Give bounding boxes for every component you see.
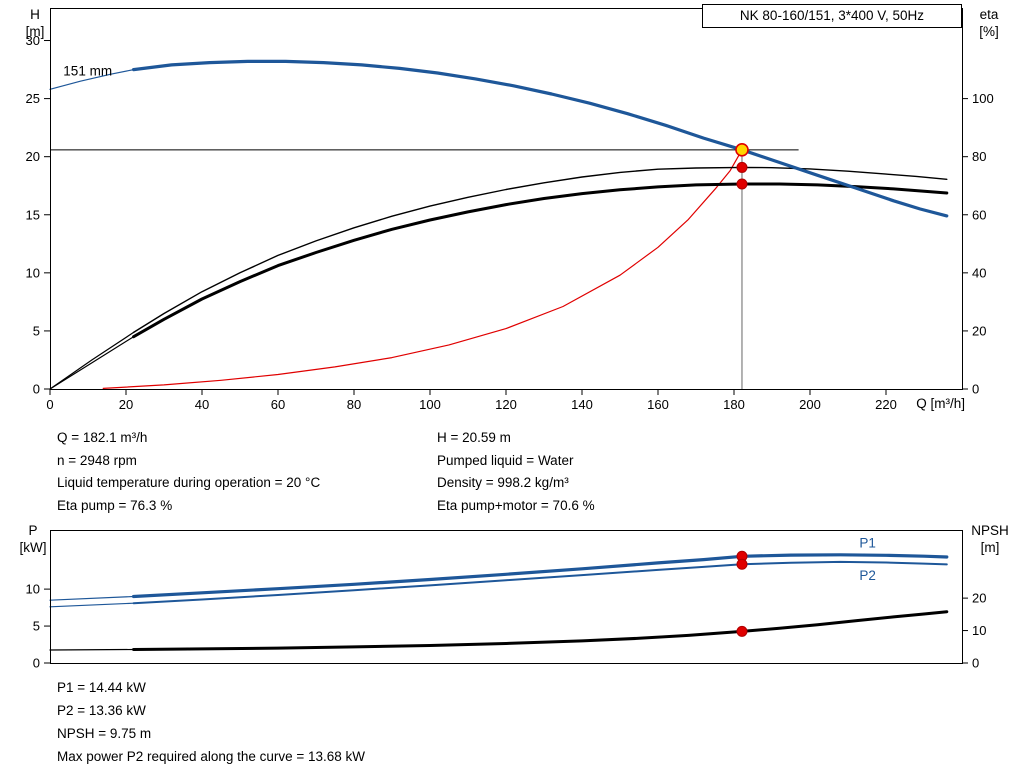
head-curve-lead [49, 68, 135, 90]
x-tick-label: 140 [571, 397, 593, 412]
npsh-axis-label: NPSH [m] [962, 522, 1018, 556]
y-left-tick-label: 25 [26, 91, 40, 106]
duty-info-right: H = 20.59 m Pumped liquid = Water Densit… [437, 427, 595, 517]
y-left-tick-label: 5 [33, 323, 40, 338]
x-tick-label: 60 [271, 397, 285, 412]
result-npsh: NPSH = 9.75 m [57, 726, 152, 741]
info-liquid-temperature: Liquid temperature during operation = 20… [57, 475, 321, 491]
p1-curve [132, 553, 949, 599]
info-density: Density = 998.2 kg/m³ [437, 475, 569, 491]
y-left-tick-label: 0 [33, 656, 40, 671]
results-block: P1 = 14.44 kW P2 = 13.36 kW NPSH = 9.75 … [57, 676, 365, 768]
eta-axis-label-symbol: eta [979, 7, 999, 22]
p2-curve-label: P2 [859, 568, 876, 583]
x-tick-label: 40 [195, 397, 209, 412]
info-eta-pump: Eta pump = 76.3 % [57, 497, 173, 513]
y-right-tick-label: 0 [972, 382, 979, 397]
p2-point [736, 558, 748, 570]
y-right-tick-label: 20 [972, 591, 986, 606]
p-axis-label-symbol: P [28, 523, 38, 538]
impeller-size-label: 151 mm [63, 63, 112, 78]
info-flow: Q = 182.1 m³/h [57, 430, 148, 445]
y-right-tick-label: 0 [972, 656, 979, 671]
eta-pump-point [736, 161, 748, 173]
pump-title-box: NK 80-160/151, 3*400 V, 50Hz [702, 4, 962, 28]
npsh-curve-lead [49, 648, 135, 651]
eta-pump-motor-curve [132, 182, 949, 339]
y-left-tick-label: 30 [26, 33, 40, 48]
p1-curve-label: P1 [859, 536, 876, 551]
info-speed: n = 2948 rpm [57, 452, 137, 468]
npsh-axis-label-unit: [m] [980, 540, 1000, 555]
eta-axis-label: eta [%] [968, 6, 1010, 40]
y-right-tick-label: 40 [972, 265, 986, 280]
npsh-curve [132, 610, 949, 651]
x-tick-label: 200 [799, 397, 821, 412]
h-axis-label-symbol: H [30, 7, 40, 22]
p2-curve-lead [49, 602, 135, 608]
duty-point [735, 143, 749, 157]
plot-frame [50, 530, 963, 664]
p-axis-label-unit: [kW] [19, 540, 47, 555]
eta-pump-motor-point [736, 178, 748, 190]
q-axis-label: Q [m³/h] [916, 396, 965, 411]
y-right-tick-label: 10 [972, 623, 986, 638]
info-pumped-liquid: Pumped liquid = Water [437, 452, 574, 468]
result-p2: P2 = 13.36 kW [57, 703, 146, 718]
x-tick-label: 80 [347, 397, 361, 412]
hq-eta-chart: 0 5 10 15 20 25 30 0 20 40 60 80 100 0 20 40 60 80 100 120 1… [26, 8, 994, 412]
duty-info-left: Q = 182.1 m³/h n = 2948 rpm Liquid tempe… [57, 427, 320, 517]
y-right-tick-label: 60 [972, 207, 986, 222]
y-left-tick-label: 20 [26, 149, 40, 164]
p1-curve-lead [49, 595, 135, 601]
eta-pump-motor-lead [49, 336, 135, 390]
npsh-axis-label-symbol: NPSH [971, 523, 1009, 538]
head-curve [132, 59, 949, 218]
y-right-tick-label: 100 [972, 91, 994, 106]
h-axis-label-unit: [m] [25, 24, 45, 39]
x-tick-label: 100 [419, 397, 441, 412]
plot-frame [50, 8, 963, 390]
x-tick-label: 180 [723, 397, 745, 412]
y-left-tick-label: 5 [33, 619, 40, 634]
p2-curve [132, 560, 948, 605]
p-axis-label: P [kW] [14, 522, 52, 556]
y-left-tick-label: 15 [26, 207, 40, 222]
eta-axis-label-unit: [%] [979, 24, 999, 39]
system-curve [102, 149, 743, 389]
eta-pump-lead [49, 331, 135, 390]
eta-pump-curve [132, 166, 948, 334]
x-tick-label: 120 [495, 397, 517, 412]
x-tick-label: 20 [119, 397, 133, 412]
info-head: H = 20.59 m [437, 430, 511, 445]
x-tick-label: 220 [875, 397, 897, 412]
npsh-point [736, 625, 748, 637]
y-left-tick-label: 0 [33, 382, 40, 397]
y-right-tick-label: 80 [972, 149, 986, 164]
info-eta-pump-motor: Eta pump+motor = 70.6 % [437, 497, 595, 513]
result-max-power: Max power P2 required along the curve = … [57, 749, 366, 764]
power-npsh-chart: 0 5 10 0 10 20 P1 P2 [26, 530, 986, 671]
x-tick-label: 0 [46, 397, 53, 412]
x-tick-label: 160 [647, 397, 669, 412]
result-p1: P1 = 14.44 kW [57, 680, 146, 695]
y-left-tick-label: 10 [26, 582, 40, 597]
y-left-tick-label: 10 [26, 265, 40, 280]
h-axis-label: H [m] [20, 6, 50, 40]
y-right-tick-label: 20 [972, 323, 986, 338]
